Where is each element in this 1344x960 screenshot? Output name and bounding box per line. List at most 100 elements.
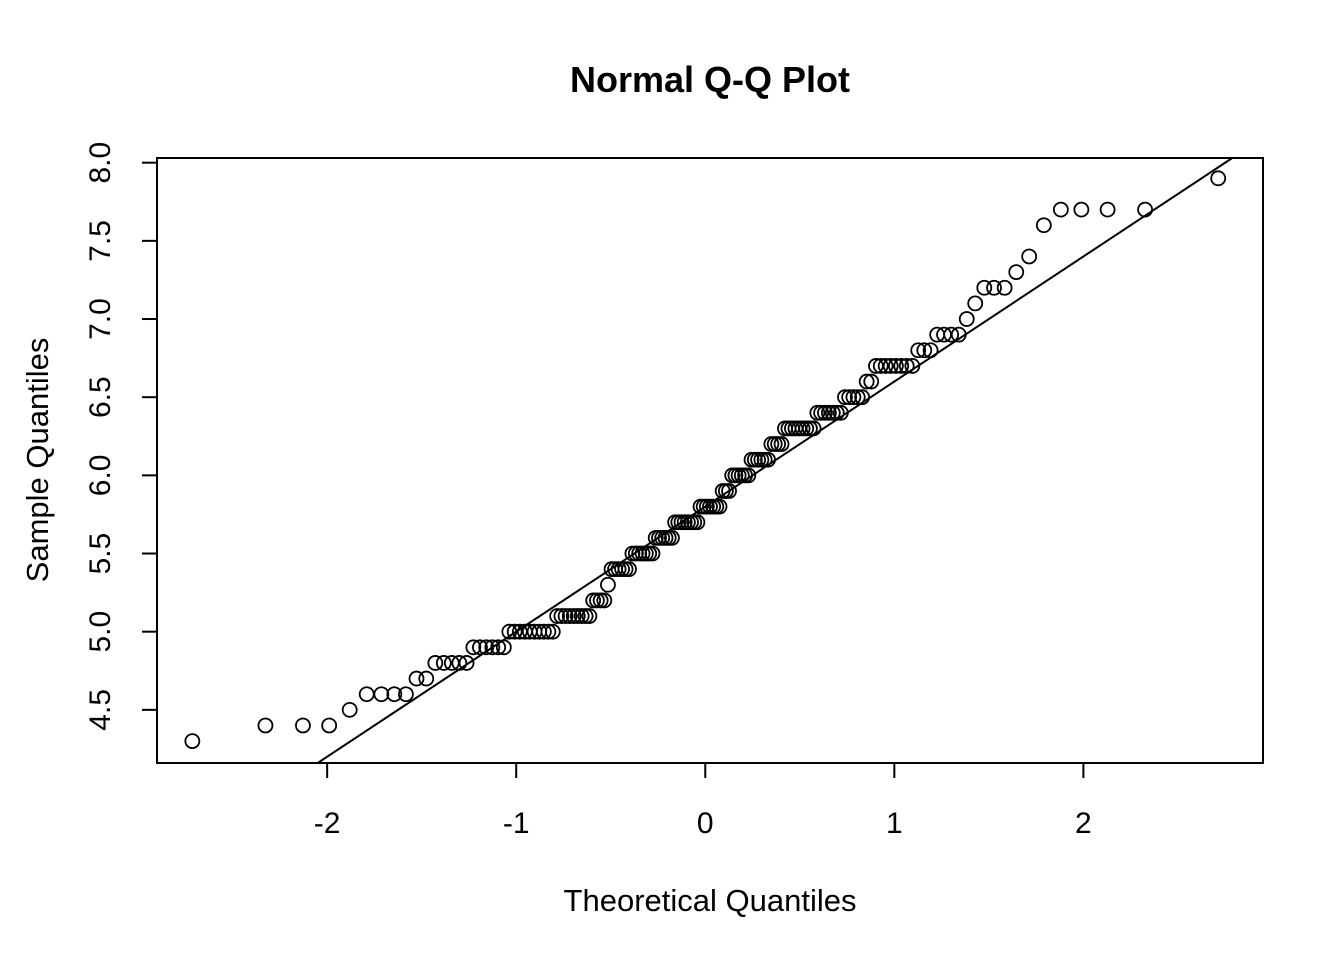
data-point (573, 608, 590, 624)
data-point (711, 498, 728, 515)
data-point (565, 608, 582, 624)
y-tick-label: 4.5 (84, 689, 117, 731)
data-point (832, 404, 849, 421)
data-point (841, 389, 858, 406)
data-point (549, 608, 566, 624)
data-point (435, 655, 452, 671)
y-axis-label: Sample Quantiles (20, 338, 55, 583)
data-point (1052, 201, 1069, 218)
data-point (996, 279, 1013, 296)
data-point (760, 451, 776, 468)
data-point (717, 483, 734, 499)
data-point (557, 608, 574, 624)
data-point (465, 639, 482, 656)
data-point (845, 389, 862, 406)
data-point (904, 358, 921, 374)
x-tick-label: 2 (1075, 807, 1092, 840)
data-point (540, 623, 557, 640)
data-point (863, 373, 880, 390)
data-point (418, 670, 435, 687)
data-point (621, 561, 637, 578)
data-point (910, 342, 927, 359)
y-tick-label: 8.0 (84, 142, 117, 184)
data-point (1021, 248, 1038, 265)
data-point (458, 655, 475, 671)
data-point (484, 639, 501, 656)
y-tick-label: 7.0 (84, 298, 117, 340)
data-point (561, 608, 578, 624)
data-point (478, 639, 495, 656)
data-point (849, 389, 866, 406)
points-layer (184, 170, 1227, 750)
data-point (817, 404, 833, 421)
data-point (824, 404, 841, 421)
data-point (257, 717, 274, 734)
data-point (664, 529, 680, 546)
data-point (295, 717, 311, 734)
data-point (828, 404, 845, 421)
data-point (898, 358, 915, 374)
data-point (1073, 201, 1090, 218)
y-axis: 4.5 5.0 5.5 6.0 6.5 7.0 7.5 8.0 (84, 142, 158, 731)
data-point (490, 639, 507, 656)
data-point (501, 623, 518, 640)
data-point (950, 326, 967, 343)
data-point (577, 608, 594, 624)
data-point (958, 311, 975, 327)
data-point (358, 686, 375, 703)
y-tick-label: 6.0 (84, 454, 117, 496)
data-point (495, 639, 512, 656)
data-point (872, 358, 889, 374)
data-point (408, 670, 425, 687)
data-point (858, 373, 875, 390)
data-point (1008, 264, 1025, 281)
data-point (813, 404, 830, 421)
x-axis: -2 -1 0 1 2 (314, 762, 1092, 840)
data-point (596, 592, 613, 609)
data-point (644, 545, 661, 562)
y-tick-label: 6.5 (84, 376, 117, 418)
data-point (373, 686, 390, 703)
data-point (506, 623, 523, 640)
y-tick-label: 7.5 (84, 220, 117, 262)
data-point (837, 389, 853, 406)
data-point (1035, 217, 1052, 234)
data-point (589, 592, 605, 609)
data-point (809, 404, 826, 421)
data-point (798, 420, 815, 437)
data-point (427, 655, 444, 671)
data-point (887, 358, 904, 374)
data-point (553, 608, 570, 624)
data-point (986, 279, 1002, 296)
data-point (893, 358, 910, 374)
data-point (801, 420, 818, 437)
y-tick-label: 5.0 (84, 611, 117, 653)
data-point (882, 358, 899, 374)
data-point (398, 686, 414, 703)
data-point (451, 655, 468, 671)
data-point (569, 608, 586, 624)
data-point (721, 483, 737, 499)
plot-frame (156, 157, 1264, 764)
data-point (976, 279, 993, 296)
x-tick-label: -2 (314, 807, 341, 840)
data-point (535, 623, 552, 640)
data-point (544, 623, 561, 640)
data-point (585, 592, 602, 609)
x-tick-label: 0 (697, 807, 714, 840)
data-point (805, 420, 822, 437)
data-point (740, 467, 757, 484)
y-tick-label: 5.5 (84, 533, 117, 575)
data-point (820, 404, 837, 421)
chart-title: Normal Q-Q Plot (570, 59, 850, 100)
x-tick-label: 1 (886, 807, 903, 840)
data-point (967, 295, 984, 312)
data-point (922, 342, 939, 359)
x-axis-label: Theoretical Quantiles (564, 883, 857, 918)
data-point (472, 639, 488, 656)
data-point (916, 342, 933, 359)
data-point (592, 592, 609, 609)
data-point (341, 701, 358, 718)
data-point (854, 389, 871, 406)
